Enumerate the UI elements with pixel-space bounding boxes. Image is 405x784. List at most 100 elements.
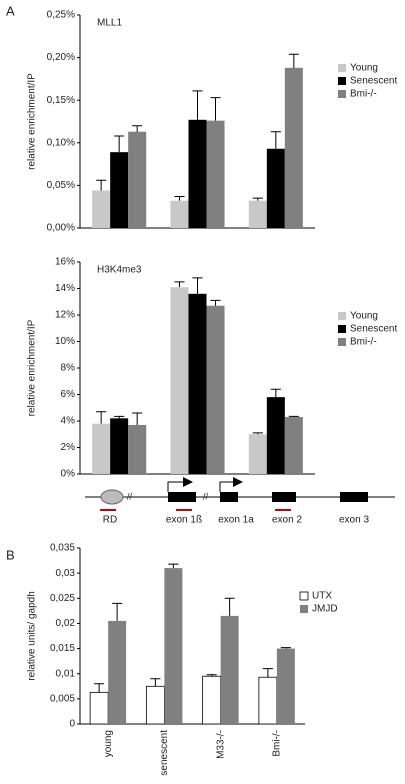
gene-label: exon 1ß [166,515,202,526]
legend-swatch [338,64,346,72]
exon [220,492,238,502]
annotation: MLL1 [97,18,122,29]
error-bar [132,412,143,425]
legend-label: UTX [312,591,332,602]
legend-label: Senescent [350,76,397,87]
break-mark: // [127,491,133,501]
y-tick-label: 16% [55,257,75,268]
legend-label: Senescent [350,324,397,335]
y-tick-label: 0,10% [47,137,75,148]
error-bar [168,563,179,569]
error-bar [96,411,107,424]
error-bar [210,299,221,306]
y-tick-label: 10% [55,336,75,347]
annotation: H3K4me3 [97,265,142,276]
gene-label: exon 1a [218,515,254,526]
gene-label: RD [103,515,117,526]
break-mark: // [203,491,209,501]
bar [266,148,285,228]
legend-swatch [338,325,346,333]
bar [128,131,147,228]
legend-swatch [299,591,309,601]
y-axis-label: relative enrichment/IP [27,73,38,170]
y-tick-label: 0,25% [47,10,75,21]
bar [89,691,109,725]
y-tick-label: 2% [61,442,76,453]
y-tick-label: 14% [55,283,75,294]
error-bar [94,683,105,693]
x-tick-label: senescent [159,730,170,776]
x-tick-label: Bmi-/- [272,730,283,757]
error-bar [252,432,263,435]
bar [188,293,207,474]
legend-label: Bmi-/- [350,337,377,348]
bar [108,620,127,724]
legend-label: JMJD [312,604,338,615]
error-bar [270,131,281,149]
y-tick-label: 0,005 [50,693,75,704]
y-tick-label: 0,03 [56,568,76,579]
legend-swatch [338,338,346,346]
bar [206,120,225,228]
error-bar [174,195,185,201]
y-tick-label: 0,035 [50,543,75,554]
tss-arrow [219,481,235,492]
legend-label: Young [350,63,378,74]
bar [266,397,285,474]
gene-label: exon 2 [272,515,302,526]
legend-swatch [338,90,346,98]
error-bar [114,135,125,153]
error-bar [288,415,299,418]
bar [248,200,267,228]
bar [284,417,303,474]
error-bar [280,647,291,649]
y-axis-label: relative enrichment/IP [27,319,38,416]
bar [92,190,111,228]
tss-arrow [167,481,185,492]
panel-letter: B [6,547,15,562]
error-bar [206,674,217,677]
bar [202,675,222,725]
exon [340,492,368,502]
bar [276,648,295,724]
y-tick-label: 0 [69,719,75,730]
y-tick-label: 8% [61,363,76,374]
panel-letter: A [6,3,15,18]
gene-diagram: // // RD exon 1ß exon 1a exon 2 exon 3 [85,477,395,526]
rd-element [100,489,124,505]
y-tick-label: 0,015 [50,643,75,654]
error-bar [288,53,299,68]
y-tick-label: 0,02 [56,618,76,629]
bar [170,200,189,228]
y-tick-label: 0,00% [47,223,75,234]
error-bar [96,179,107,191]
error-bar [270,388,281,398]
legend-label: Bmi-/- [350,89,377,100]
y-tick-label: 0% [61,469,76,480]
y-tick-label: 0,01 [56,668,76,679]
error-bar [192,90,203,120]
legend-swatch [300,605,308,613]
error-bar [112,602,123,621]
bar [92,423,111,474]
legend-label: Young [350,311,378,322]
tss-arrowhead [183,477,193,487]
error-bar [150,678,161,687]
y-tick-label: 0,025 [50,593,75,604]
error-bar [210,97,221,121]
y-tick-label: 0,20% [47,52,75,63]
y-axis-label: relative units/ gapdh [27,591,38,681]
bar [110,418,129,474]
bar [284,67,303,228]
error-bar [132,125,143,132]
y-tick-label: 12% [55,310,75,321]
bar [164,568,183,724]
error-bar [224,597,235,616]
bar [145,685,165,725]
error-bar [174,281,185,288]
error-bar [192,277,203,294]
error-bar [252,197,263,201]
y-tick-label: 0,05% [47,180,75,191]
exon [168,492,196,502]
